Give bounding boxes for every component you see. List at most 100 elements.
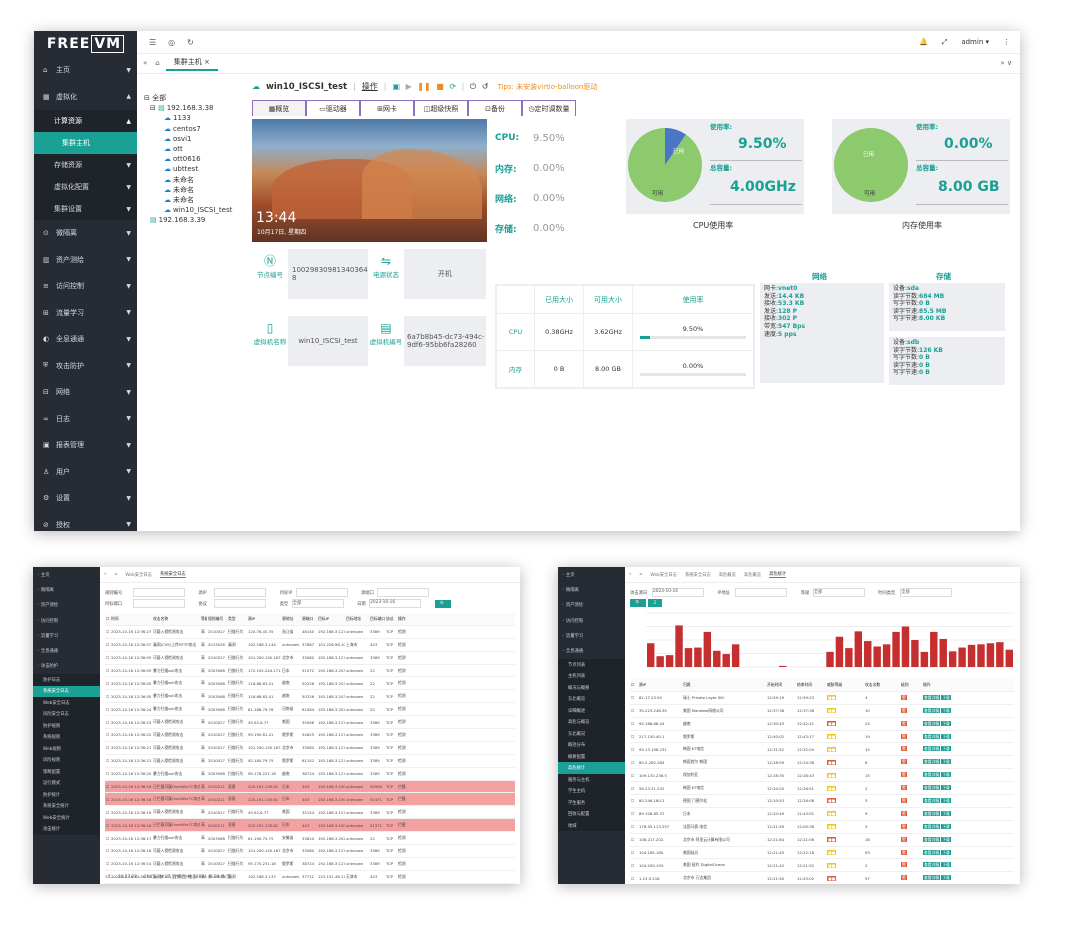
tree-vm[interactable]: ☁ ott0616 (144, 154, 252, 164)
table-row[interactable]: ☐ 2023-10-16 12:36:14 可疑入侵检测攻击 高 2010027 扫描行为… (105, 858, 515, 871)
sidebar-sub-item[interactable]: 策略配置 (33, 766, 100, 778)
row-checkbox[interactable]: ☐ (106, 719, 110, 725)
sidebar-sub-item[interactable]: 地域 (558, 819, 625, 832)
sidebar-sub-item[interactable]: 概况与概要 (558, 681, 625, 694)
sidebar-item[interactable]: ⊙ 微隔离 ▼ (34, 220, 137, 247)
sidebar-sub-item[interactable]: 主机列表 (558, 670, 625, 682)
sidebar-sub-item[interactable]: 东北概览 (558, 693, 625, 705)
row-checkbox[interactable]: ☐ (106, 732, 110, 738)
tree-host[interactable]: ▤ 192.168.3.39 (150, 216, 206, 225)
detail-button[interactable]: 查看详情 (923, 836, 941, 842)
table-row[interactable]: ☐ 2023-10-16 12:36:17 暴力扫描ssh攻击 高 2003068 扫描行… (105, 832, 515, 846)
row-checkbox[interactable]: ☐ (631, 682, 635, 688)
sidebar-item[interactable]: ⛨ 攻击防护 ▼ (34, 353, 137, 380)
detail-button[interactable]: 查看详情 (923, 720, 941, 726)
table-row[interactable]: ☐ 2023-10-16 12:36:21 可疑入侵检测攻击 高 2010027 扫描行为… (105, 742, 515, 755)
sidebar-item[interactable]: ♙ 用户 ▼ (34, 459, 137, 486)
sidebar-item[interactable]: ◦ 流量学习 (562, 633, 584, 639)
sidebar-item[interactable]: ◦ 访问控制 (37, 618, 59, 624)
stop-icon[interactable]: ■ (436, 81, 444, 91)
chart-bar[interactable] (779, 665, 787, 667)
refresh-icon[interactable]: ↻ (187, 37, 194, 47)
vm-screen-thumbnail[interactable]: 13:44 10月17日, 星期四 (252, 119, 487, 242)
table-row[interactable]: ☐ 2023-10-16 12:36:16 已拦截可疑OverWin7C攻击高 201… (105, 780, 515, 794)
row-checkbox[interactable]: ☐ (631, 824, 635, 830)
chart-bar[interactable] (731, 644, 740, 667)
download-button[interactable]: 下载 (941, 759, 951, 765)
tab-next-icon[interactable]: » ∨ (1000, 59, 1012, 67)
level-select[interactable]: 全部 (812, 588, 865, 597)
chart-bar[interactable] (713, 650, 721, 667)
sidebar-sub-item[interactable]: 详细概述 (558, 704, 625, 717)
tree-host[interactable]: ⊟ ▤ 192.168.3.38 (150, 104, 214, 113)
sidebar-item[interactable]: ◦ 主页 (37, 572, 50, 578)
tree-vm[interactable]: ☁ ott (144, 144, 252, 154)
sidebar-item[interactable]: ⊘ 授权 ▼ (34, 512, 137, 532)
detail-button[interactable]: 查看详情 (923, 746, 941, 752)
row-checkbox[interactable]: ☐ (631, 772, 635, 778)
row-checkbox[interactable]: ☐ (106, 784, 110, 790)
chart-bar[interactable] (1005, 649, 1013, 667)
sidebar-sub-item[interactable]: 学生主机 (558, 785, 625, 797)
tab[interactable]: 高危概览 (718, 572, 736, 578)
sidebar-sub-item[interactable]: 概要配置 (558, 750, 625, 763)
detail-button[interactable]: 查看详情 (923, 849, 941, 855)
table-row[interactable]: ☐ 2023-10-16 12:36:05 暴力扫描ssh攻击 高 2003068 扫描行… (105, 677, 515, 691)
row-checkbox[interactable]: ☐ (106, 629, 110, 635)
chart-bar[interactable] (939, 638, 947, 667)
download-button[interactable]: 下载 (941, 862, 951, 868)
download-button[interactable]: 下载 (941, 720, 951, 726)
vm-tab[interactable]: ▦ 概览 (252, 100, 306, 116)
vm-tab[interactable]: ⊡ 备份 (468, 100, 522, 116)
sidebar-sub-item[interactable]: 防护规则 (33, 720, 100, 732)
row-checkbox[interactable]: ☐ (631, 721, 635, 727)
row-checkbox[interactable]: ☐ (106, 796, 110, 802)
tab[interactable]: Web安全日志 (650, 572, 677, 578)
sidebar-sub-item[interactable]: 防护日志 (33, 674, 100, 686)
chart-bar[interactable] (722, 654, 730, 667)
pause-icon[interactable]: ❚❚ (417, 81, 431, 91)
sidebar-sub-item[interactable]: 学生服务 (558, 796, 625, 809)
more-icon[interactable]: ⋮ (1003, 38, 1010, 46)
detail-button[interactable]: 查看详情 (923, 694, 941, 700)
search-icon[interactable]: 🔍 (630, 599, 647, 607)
chart-bar[interactable] (656, 656, 664, 667)
table-row[interactable]: ☐ 2023-10-16 12:36:20 暴力扫描ssh攻击 高 2003068 扫描行… (105, 768, 515, 781)
sidebar-sub-item[interactable]: 服务与主机 (558, 773, 625, 786)
chart-bar[interactable] (845, 648, 853, 667)
sidebar-item[interactable]: 存储资源 ▼ (34, 154, 137, 176)
table-row[interactable]: ☐ 2023-10-16 12:36:05 可疑入侵检测攻击 高 2010027 扫描行为… (105, 652, 515, 665)
row-checkbox[interactable]: ☐ (106, 861, 110, 867)
sidebar-item[interactable]: ▥ 资产测绘 ▼ (34, 247, 137, 274)
sidebar-item[interactable]: ◦ 微隔离 (562, 587, 579, 593)
table-row[interactable]: ☐ 80.246.180.2 德国 门德尔松 12:20:53 12:26:08 ■■ 3 警… (630, 795, 1014, 808)
sidebar-item[interactable]: 集群设置 ▼ (34, 198, 137, 220)
sidebar-sub-item[interactable]: 风险安全日志 (33, 708, 100, 721)
row-checkbox[interactable]: ☐ (631, 708, 635, 714)
tree-vm[interactable]: ☁ 未命名 (144, 195, 252, 205)
table-row[interactable]: ☐ 95.13.196.231 韩国 KT电信 12:31:52 12:32:04 ■■ 1… (630, 743, 1014, 757)
download-button[interactable]: 下载 (941, 849, 951, 855)
row-checkbox[interactable]: ☐ (106, 874, 110, 880)
operate-link[interactable]: 操作 (361, 82, 378, 91)
detail-button[interactable]: 查看详情 (923, 810, 941, 816)
row-checkbox[interactable]: ☐ (631, 695, 635, 701)
row-checkbox[interactable]: ☐ (631, 875, 635, 881)
row-checkbox[interactable]: ☐ (631, 734, 635, 739)
chart-bar[interactable] (911, 640, 919, 667)
sidebar-item[interactable]: ⊞ 流量学习 ▼ (34, 300, 137, 327)
rule-id-input[interactable] (133, 588, 185, 597)
sidebar-sub-item[interactable]: 高危与概览 (558, 716, 625, 728)
sidebar-sub-item[interactable]: Web安全日志 (33, 697, 100, 709)
table-row[interactable]: ☐ 2023-10-16 12:36:21 可疑入侵检测攻击 高 2010027 扫描行为… (105, 755, 515, 768)
row-checkbox[interactable]: ☐ (106, 668, 110, 673)
sidebar-item[interactable]: 集群主机 (34, 132, 137, 154)
table-row[interactable]: ☐ 2023-10-16 12:36:05 暴力扫描ssh攻击 高 2003068 扫描行… (105, 690, 515, 704)
row-checkbox[interactable]: ☐ (106, 809, 110, 815)
detail-button[interactable]: 查看详情 (923, 772, 941, 778)
tab[interactable]: 高危概览 (743, 572, 762, 578)
protocol-input[interactable] (214, 599, 267, 608)
table-row[interactable]: ☐ 2023-10-16 12:36:16 已拦截可疑OverWin7C攻击高 201… (105, 793, 515, 807)
sidebar-item[interactable]: ◦ 攻击防护 (37, 664, 59, 670)
chart-bar[interactable] (873, 646, 881, 667)
